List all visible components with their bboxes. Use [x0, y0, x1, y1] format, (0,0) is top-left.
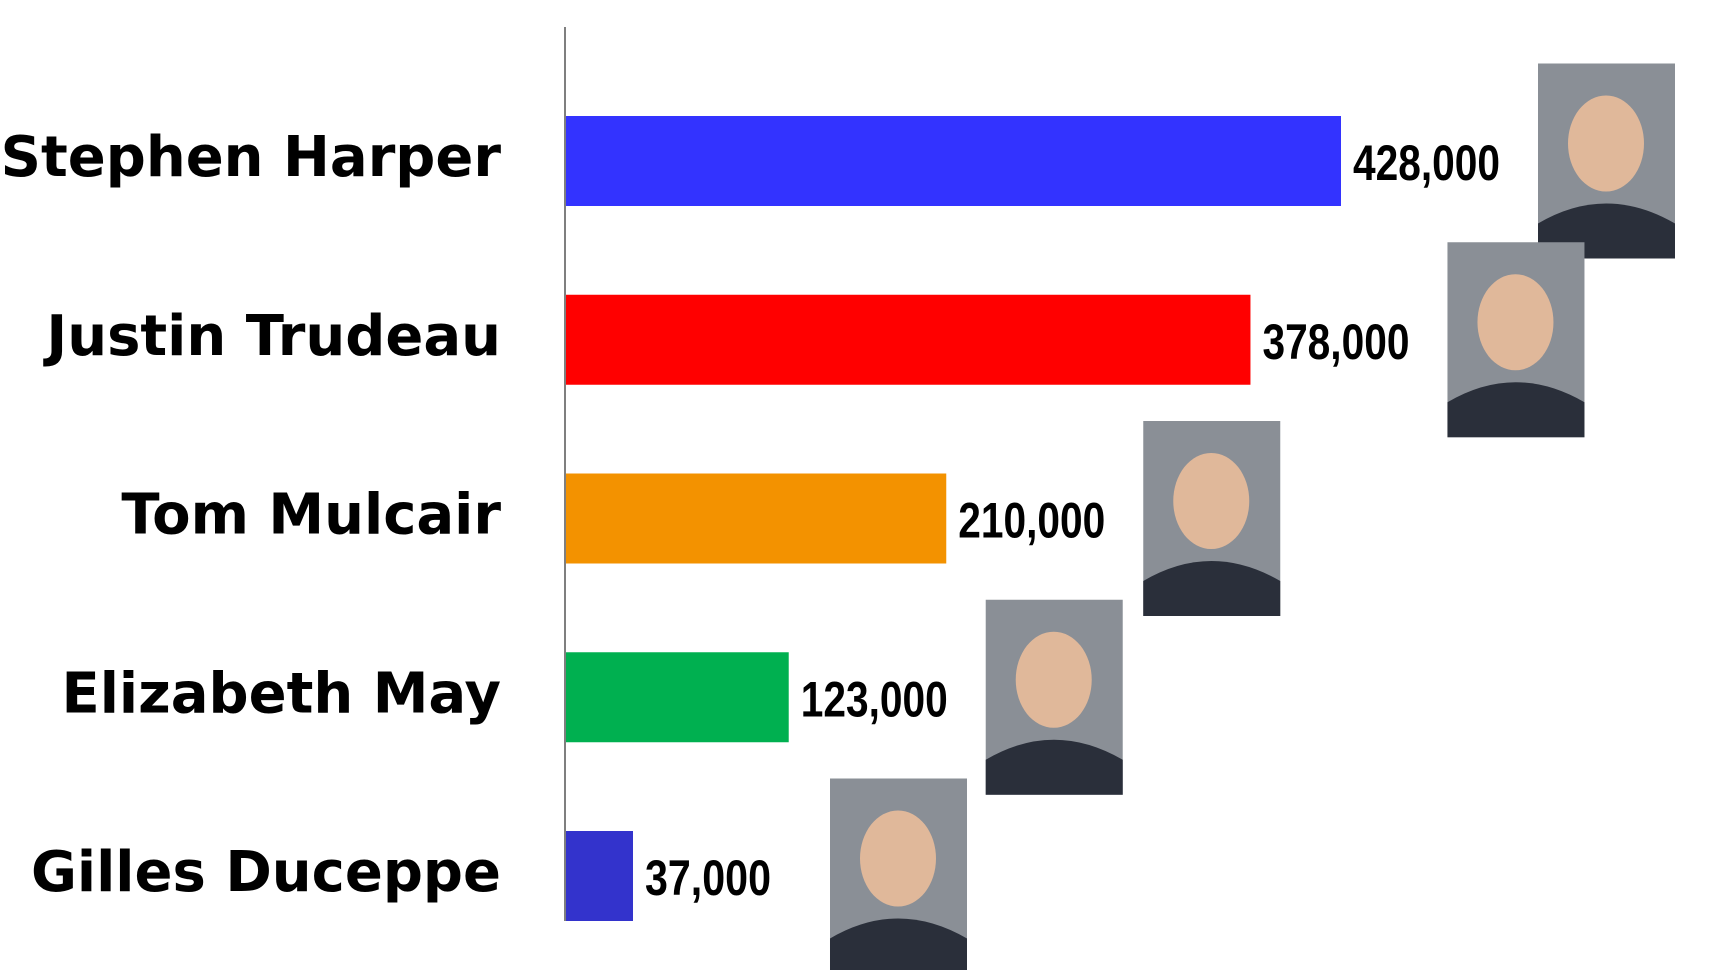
bar: [566, 294, 1251, 385]
value-label: 378,000: [1262, 314, 1409, 370]
value-label: 123,000: [801, 671, 948, 727]
category-label: Stephen Harper: [1, 125, 502, 190]
photo: [1447, 242, 1585, 438]
photo-suit: [1143, 561, 1281, 616]
photo-suit: [829, 918, 967, 970]
category-label: Tom Mulcair: [121, 483, 501, 548]
bar: [566, 652, 789, 743]
category-label: Justin Trudeau: [42, 304, 501, 369]
photo-face: [1568, 95, 1644, 192]
photo-suit: [985, 739, 1123, 795]
photo-face: [1477, 274, 1554, 371]
category-label: Elizabeth May: [61, 661, 501, 726]
bar: [566, 473, 947, 564]
value-label: 37,000: [645, 850, 771, 906]
photo-face: [859, 810, 936, 907]
photo-suit: [1447, 382, 1585, 438]
value-label: 210,000: [958, 493, 1105, 549]
photo-face: [1173, 453, 1250, 549]
photo: [829, 778, 967, 970]
photo-face: [1015, 631, 1092, 728]
photo: [1143, 421, 1281, 616]
photo: [1538, 63, 1675, 259]
bar: [566, 116, 1341, 206]
value-label: 428,000: [1353, 135, 1500, 191]
category-label: Gilles Duceppe: [31, 840, 501, 905]
photo: [985, 599, 1123, 795]
bar: [566, 831, 633, 921]
